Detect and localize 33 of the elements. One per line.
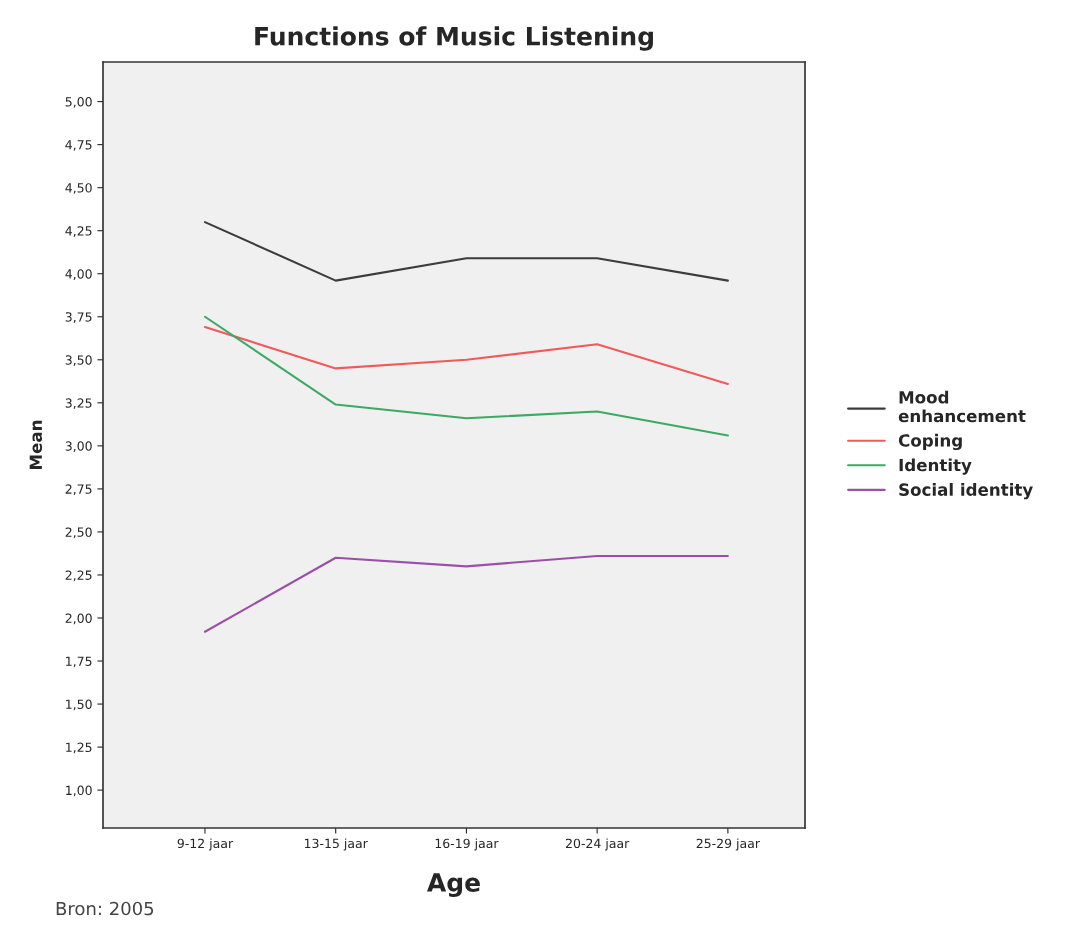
x-tick-label: 13-15 jaar xyxy=(304,838,368,851)
text: Bron: 2005 xyxy=(56,901,154,916)
y-tick-label: 4,50 xyxy=(65,183,92,194)
y-tick-label: 1,50 xyxy=(66,699,92,711)
y-tick-label: 5,00 xyxy=(65,97,92,108)
x-tick-label: 16-19 jaar xyxy=(435,838,499,851)
legend-label: Mood enhancement xyxy=(898,390,1026,423)
y-tick-label: 3,50 xyxy=(65,355,92,366)
x-tick-label: 20-24 jaar xyxy=(565,838,630,851)
line-series xyxy=(203,315,729,437)
x-tick-label: 25-29 jaar xyxy=(696,838,760,851)
y-tick-label: 2,75 xyxy=(65,484,92,496)
y-tick-label: 1,00 xyxy=(66,785,92,797)
y-tick-label: 1,25 xyxy=(66,742,92,754)
legend-label: Coping xyxy=(898,433,962,451)
y-tick-label: 4,25 xyxy=(65,226,92,237)
y-tick-label: 3,75 xyxy=(65,312,92,323)
chart-title: Functions of Music Listening xyxy=(255,26,653,51)
y-tick-label: 4,75 xyxy=(65,140,92,151)
y-tick-label: 2,25 xyxy=(65,570,92,582)
y-tick-label: 3,00 xyxy=(65,441,92,453)
x-axis-title: Age xyxy=(427,873,480,897)
line-series xyxy=(203,326,729,385)
legend-label: Social identity xyxy=(899,483,1033,500)
y-tick-label: 1,75 xyxy=(66,656,92,668)
y-axis-title: Mean xyxy=(29,420,43,469)
x-tick-label: 9-12 jaar xyxy=(177,838,234,851)
y-tick-label: 2,50 xyxy=(65,527,92,539)
y-tick-label: 3,25 xyxy=(65,398,92,410)
y-tick-label: 2,00 xyxy=(65,613,92,625)
legend-label: Identity xyxy=(899,458,972,475)
line-series xyxy=(203,554,729,633)
y-tick-label: 4,00 xyxy=(65,269,92,280)
